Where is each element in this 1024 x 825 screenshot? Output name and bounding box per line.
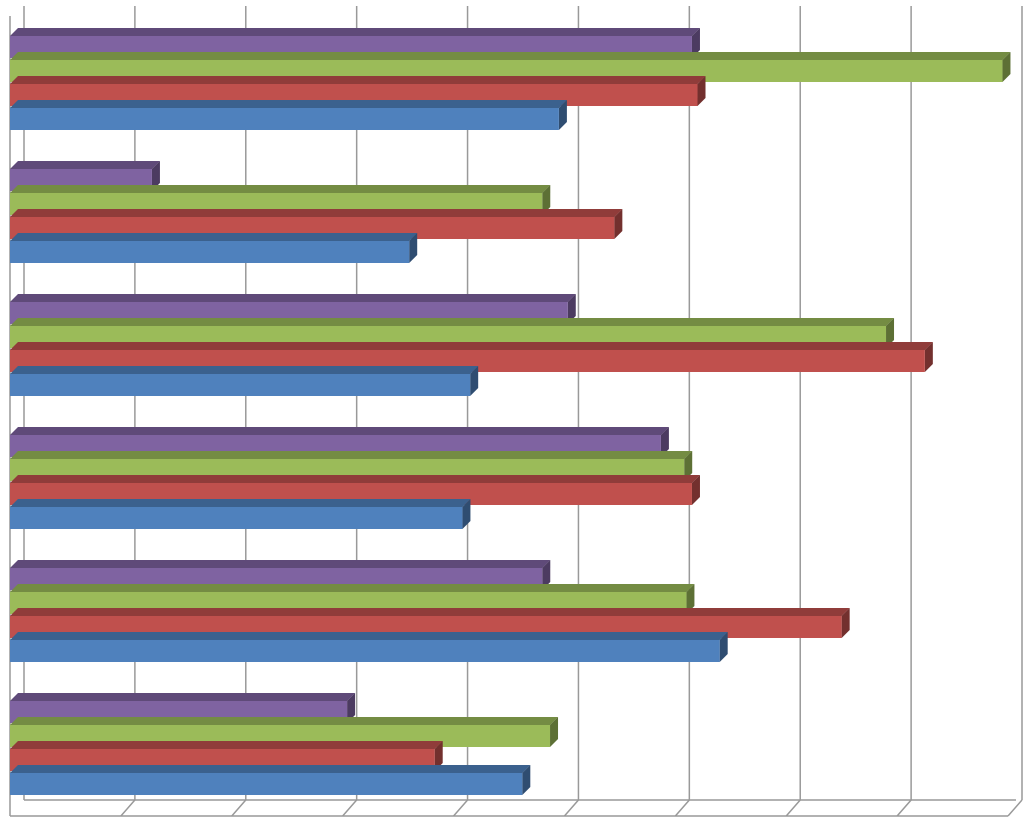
bar-end-face	[434, 741, 443, 771]
bar-front-face	[10, 108, 559, 130]
bar-top-face	[10, 451, 693, 459]
floor-gridline	[896, 799, 912, 817]
bar-top-face	[10, 427, 669, 435]
bar-end-face	[470, 366, 479, 396]
bar-top-face	[10, 161, 160, 169]
bar-top-face	[10, 499, 471, 507]
bar	[10, 233, 418, 263]
bar	[10, 632, 728, 662]
bars	[10, 28, 1011, 795]
bar-top-face	[10, 608, 850, 616]
bar-top-face	[10, 294, 576, 302]
bar-end-face	[1002, 52, 1011, 82]
bar-end-face	[522, 765, 531, 795]
bar-end-face	[409, 233, 418, 263]
bar-top-face	[10, 584, 695, 592]
bar	[10, 366, 479, 396]
bar-top-face	[10, 76, 706, 84]
floor-gridline	[231, 799, 247, 817]
bar-top-face	[10, 318, 895, 326]
floor-gridline	[342, 799, 358, 817]
bar-top-face	[10, 632, 728, 640]
chart-walls	[9, 6, 1016, 817]
bar-top-face	[10, 366, 479, 374]
bar-end-face	[691, 475, 700, 505]
bar-end-face	[542, 185, 551, 215]
bar-end-face	[686, 584, 695, 614]
bar-top-face	[10, 693, 356, 701]
floor-gridline	[120, 799, 136, 817]
floor-gridline	[452, 799, 469, 817]
gridlines	[120, 6, 1023, 817]
bar-end-face	[542, 560, 551, 590]
bar-front-face	[10, 640, 720, 662]
bar-top-face	[10, 342, 933, 350]
bar-top-face	[10, 52, 1011, 60]
bar-end-face	[924, 342, 933, 372]
bar-front-face	[10, 374, 471, 396]
bar-top-face	[10, 765, 531, 773]
bar-front-face	[10, 773, 523, 795]
bar-top-face	[10, 741, 443, 749]
bar-end-face	[691, 28, 700, 58]
bar-end-face	[558, 100, 567, 130]
floor-gridline	[674, 799, 690, 817]
bar-end-face	[841, 608, 850, 638]
bar	[10, 499, 471, 529]
bar-end-face	[567, 294, 576, 324]
bar-top-face	[10, 185, 551, 193]
bar-end-face	[151, 161, 160, 191]
bar-end-face	[614, 209, 623, 239]
bar-end-face	[550, 717, 559, 747]
bar-top-face	[10, 28, 700, 36]
bar-top-face	[10, 717, 559, 725]
bar-end-face	[697, 76, 706, 106]
bar-end-face	[684, 451, 693, 481]
bar-end-face	[719, 632, 728, 662]
bar-top-face	[10, 233, 418, 241]
bar	[10, 100, 567, 130]
bar	[10, 765, 531, 795]
bar-end-face	[886, 318, 895, 348]
floor-gridline	[563, 799, 580, 817]
bar-front-face	[10, 241, 410, 263]
floor-gridline	[1007, 799, 1023, 817]
bar-end-face	[660, 427, 669, 457]
bar-top-face	[10, 100, 567, 108]
bar-end-face	[462, 499, 471, 529]
floor-gridline	[785, 799, 801, 817]
bar-top-face	[10, 475, 700, 483]
bar-front-face	[10, 507, 463, 529]
bar-top-face	[10, 560, 551, 568]
bar-top-face	[10, 209, 623, 217]
bar-end-face	[347, 693, 356, 723]
